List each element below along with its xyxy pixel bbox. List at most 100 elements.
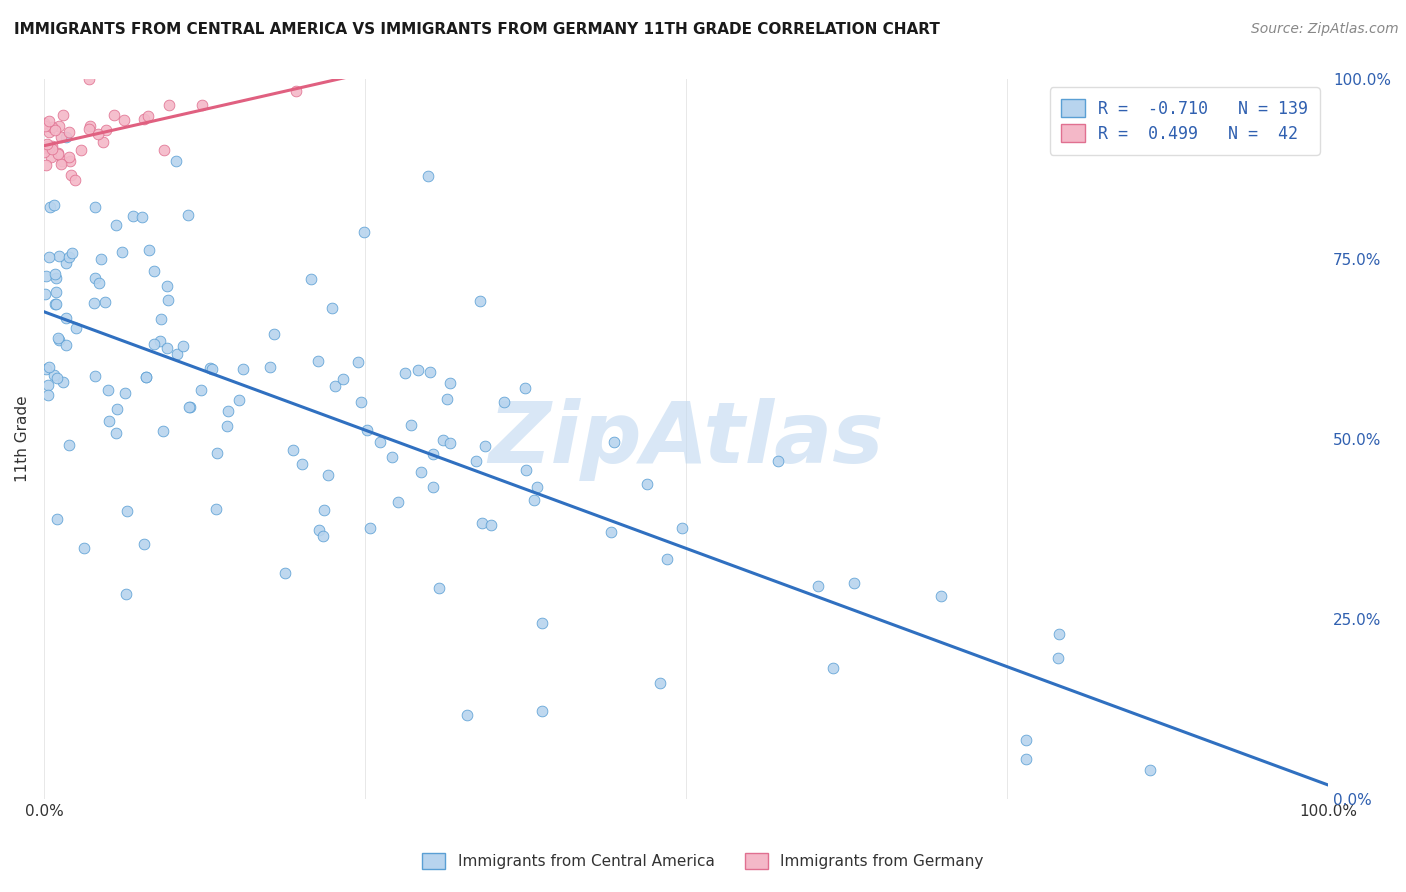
Point — [87, 276, 110, 290]
Point — [427, 581, 450, 595]
Point — [394, 366, 416, 380]
Point — [38, 200, 60, 214]
Legend: R =  -0.710   N = 139, R =  0.499   N =  42: R = -0.710 N = 139, R = 0.499 N = 42 — [1050, 87, 1320, 154]
Point — [132, 112, 155, 127]
Point — [52, 375, 75, 389]
Point — [353, 225, 375, 239]
Point — [73, 541, 96, 555]
Point — [191, 97, 214, 112]
Point — [156, 341, 179, 355]
Point — [63, 173, 86, 187]
Point — [526, 480, 548, 494]
Point — [55, 256, 77, 270]
Point — [648, 675, 671, 690]
Point — [136, 109, 159, 123]
Point — [97, 384, 120, 398]
Point — [46, 371, 69, 385]
Point — [58, 250, 80, 264]
Point — [436, 392, 458, 406]
Point — [38, 125, 60, 139]
Point — [84, 200, 107, 214]
Point — [321, 301, 343, 315]
Point — [46, 147, 69, 161]
Point — [138, 243, 160, 257]
Point — [471, 516, 494, 531]
Point — [311, 529, 333, 543]
Point — [105, 218, 128, 232]
Text: Source: ZipAtlas.com: Source: ZipAtlas.com — [1251, 22, 1399, 37]
Point — [117, 504, 139, 518]
Point — [314, 503, 336, 517]
Point — [228, 393, 250, 408]
Point — [131, 210, 153, 224]
Point — [432, 433, 454, 447]
Point — [215, 419, 238, 434]
Point — [299, 272, 322, 286]
Point — [58, 125, 80, 139]
Point — [205, 446, 228, 460]
Point — [204, 502, 226, 516]
Point — [60, 246, 83, 260]
Point — [32, 116, 55, 130]
Text: IMMIGRANTS FROM CENTRAL AMERICA VS IMMIGRANTS FROM GERMANY 11TH GRADE CORRELATIO: IMMIGRANTS FROM CENTRAL AMERICA VS IMMIG… — [14, 22, 941, 37]
Point — [347, 354, 370, 368]
Point — [165, 153, 187, 168]
Point — [46, 331, 69, 345]
Point — [177, 209, 200, 223]
Point — [52, 108, 75, 122]
Point — [79, 120, 101, 134]
Point — [531, 705, 554, 719]
Point — [419, 365, 441, 379]
Point — [83, 368, 105, 383]
Point — [513, 381, 536, 395]
Point — [143, 337, 166, 351]
Point — [55, 129, 77, 144]
Point — [198, 361, 221, 376]
Point — [381, 450, 404, 464]
Point — [37, 139, 59, 153]
Point — [114, 587, 136, 601]
Point — [60, 168, 83, 182]
Point — [152, 424, 174, 438]
Point — [474, 439, 496, 453]
Point — [323, 379, 346, 393]
Point — [48, 120, 70, 134]
Point — [34, 158, 56, 172]
Point — [422, 480, 444, 494]
Point — [41, 120, 63, 135]
Point — [284, 84, 307, 98]
Point — [416, 169, 439, 184]
Point — [58, 150, 80, 164]
Point — [350, 394, 373, 409]
Point — [114, 385, 136, 400]
Point — [45, 297, 67, 311]
Point — [135, 370, 157, 384]
Text: ZipAtlas: ZipAtlas — [488, 398, 884, 481]
Point — [38, 360, 60, 375]
Point — [406, 363, 429, 377]
Point — [83, 295, 105, 310]
Point — [190, 383, 212, 397]
Point — [34, 361, 56, 376]
Point — [439, 436, 461, 450]
Point — [1139, 764, 1161, 778]
Point — [103, 108, 125, 122]
Point — [34, 119, 56, 133]
Point — [456, 707, 478, 722]
Point — [308, 523, 330, 537]
Point — [157, 293, 180, 307]
Point — [492, 394, 515, 409]
Point — [143, 264, 166, 278]
Point — [274, 566, 297, 581]
Point — [1047, 626, 1070, 640]
Point — [332, 372, 354, 386]
Point — [316, 467, 339, 482]
Point — [46, 512, 69, 526]
Point — [77, 122, 100, 136]
Point — [55, 338, 77, 352]
Point — [94, 295, 117, 310]
Point — [44, 123, 66, 137]
Point — [281, 443, 304, 458]
Point — [35, 136, 58, 151]
Point — [105, 401, 128, 416]
